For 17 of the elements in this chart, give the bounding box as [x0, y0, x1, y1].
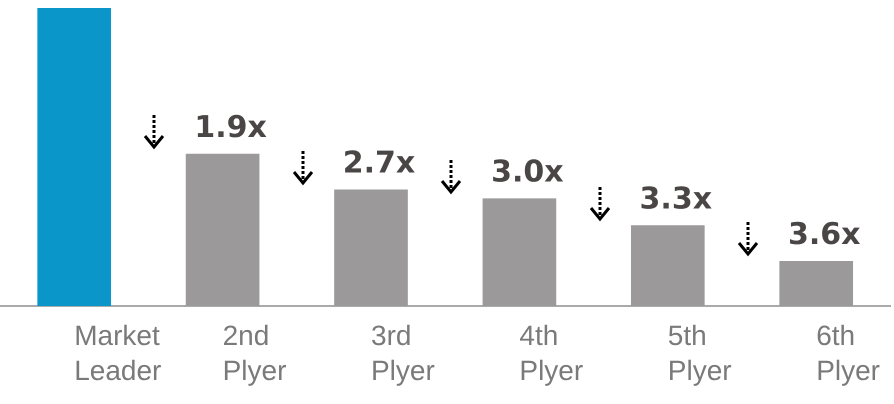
annotation: 3.0x [491, 154, 564, 190]
bar [37, 8, 112, 306]
bar [630, 225, 705, 306]
bar [779, 260, 854, 306]
x-tick-label: 4th Plyer [519, 320, 584, 386]
x-tick-label: 3rd Plyer [371, 320, 435, 386]
x-tick-label: 5th Plyer [668, 320, 732, 386]
annotation: 1.9x [194, 110, 267, 145]
annotation: 3.3x [640, 181, 712, 216]
bar [186, 154, 260, 306]
bar [482, 198, 556, 306]
annotation: 3.6x [788, 217, 860, 252]
annotation: 2.7x [342, 146, 416, 181]
x-tick-label: 2nd Plyer [222, 320, 286, 386]
bar [334, 189, 408, 306]
x-tick-label: 6th Plyer [816, 320, 880, 386]
x-tick-label: Market Leader [74, 320, 162, 386]
